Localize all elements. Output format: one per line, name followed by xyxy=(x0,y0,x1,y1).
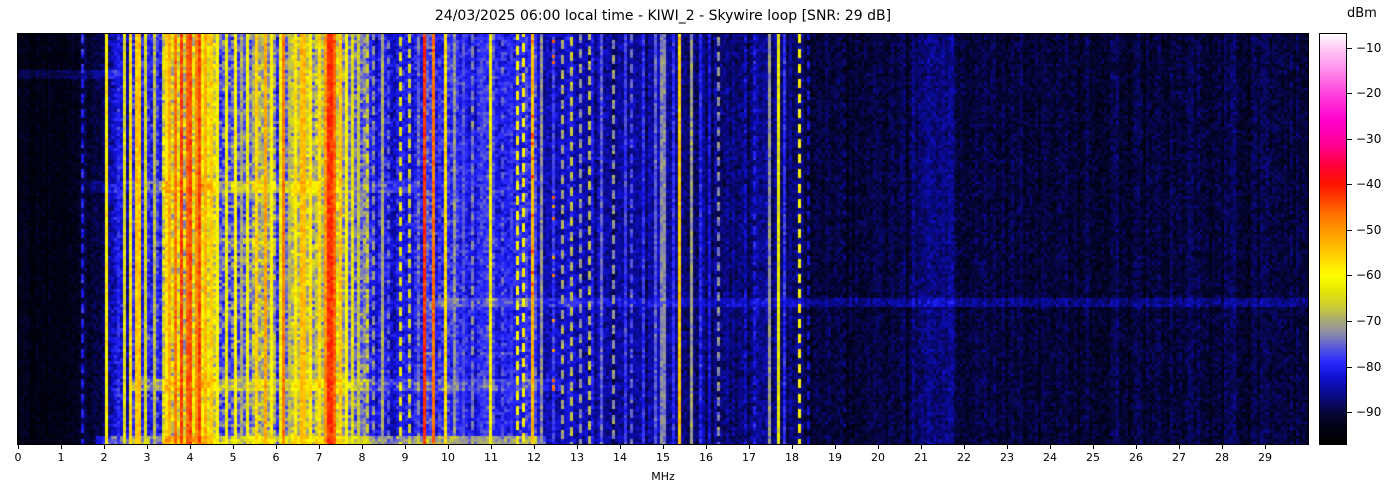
colorbar-tick-label: −10 xyxy=(1356,42,1381,54)
x-tick-label: 4 xyxy=(173,451,207,464)
x-tick-label: 24 xyxy=(1033,451,1067,464)
colorbar-tick-mark xyxy=(1347,48,1352,49)
x-tick-mark xyxy=(792,445,793,449)
colorbar-tick-mark xyxy=(1347,93,1352,94)
x-tick-label: 27 xyxy=(1162,451,1196,464)
colorbar-tick-mark xyxy=(1347,321,1352,322)
x-tick-label: 14 xyxy=(603,451,637,464)
x-tick-label: 15 xyxy=(646,451,680,464)
colorbar-unit-label: dBm xyxy=(1347,6,1377,21)
x-tick-mark xyxy=(1222,445,1223,449)
colorbar-tick-mark xyxy=(1347,367,1352,368)
x-tick-label: 1 xyxy=(44,451,78,464)
x-tick-label: 17 xyxy=(732,451,766,464)
x-tick-label: 6 xyxy=(259,451,293,464)
x-axis-label: MHz xyxy=(18,470,1308,483)
x-tick-mark xyxy=(620,445,621,449)
x-tick-mark xyxy=(276,445,277,449)
x-tick-mark xyxy=(1136,445,1137,449)
colorbar-tick-label: −40 xyxy=(1356,178,1381,190)
x-tick-mark xyxy=(706,445,707,449)
x-tick-label: 20 xyxy=(861,451,895,464)
colorbar-tick-label: −60 xyxy=(1356,269,1381,281)
x-tick-mark xyxy=(147,445,148,449)
x-tick-mark xyxy=(835,445,836,449)
colorbar-tick-mark xyxy=(1347,230,1352,231)
x-tick-mark xyxy=(448,445,449,449)
x-tick-label: 28 xyxy=(1205,451,1239,464)
waterfall-canvas xyxy=(18,34,1308,444)
x-tick-mark xyxy=(1050,445,1051,449)
colorbar-tick-label: −80 xyxy=(1356,361,1381,373)
x-tick-label: 22 xyxy=(947,451,981,464)
x-tick-mark xyxy=(878,445,879,449)
x-tick-mark xyxy=(1007,445,1008,449)
x-tick-label: 12 xyxy=(517,451,551,464)
x-tick-label: 2 xyxy=(87,451,121,464)
x-tick-label: 8 xyxy=(345,451,379,464)
spectrogram-figure: 24/03/2025 06:00 local time - KIWI_2 - S… xyxy=(0,0,1400,500)
colorbar-tick-label: −30 xyxy=(1356,133,1381,145)
colorbar-tick-mark xyxy=(1347,139,1352,140)
x-tick-mark xyxy=(233,445,234,449)
x-tick-mark xyxy=(964,445,965,449)
x-tick-label: 3 xyxy=(130,451,164,464)
x-tick-mark xyxy=(1179,445,1180,449)
colorbar-tick-mark xyxy=(1347,275,1352,276)
x-tick-label: 26 xyxy=(1119,451,1153,464)
x-tick-label: 16 xyxy=(689,451,723,464)
x-tick-label: 0 xyxy=(1,451,35,464)
x-tick-mark xyxy=(319,445,320,449)
x-tick-label: 29 xyxy=(1248,451,1282,464)
x-tick-label: 13 xyxy=(560,451,594,464)
x-tick-label: 9 xyxy=(388,451,422,464)
colorbar-tick-label: −70 xyxy=(1356,315,1381,327)
x-tick-mark xyxy=(104,445,105,449)
x-tick-mark xyxy=(1265,445,1266,449)
x-tick-mark xyxy=(190,445,191,449)
chart-title: 24/03/2025 06:00 local time - KIWI_2 - S… xyxy=(18,8,1308,24)
colorbar-tick-mark xyxy=(1347,184,1352,185)
x-tick-mark xyxy=(61,445,62,449)
x-tick-mark xyxy=(18,445,19,449)
x-tick-label: 10 xyxy=(431,451,465,464)
x-tick-label: 7 xyxy=(302,451,336,464)
x-tick-label: 18 xyxy=(775,451,809,464)
colorbar-tick-label: −20 xyxy=(1356,87,1381,99)
x-tick-label: 19 xyxy=(818,451,852,464)
x-tick-mark xyxy=(921,445,922,449)
x-tick-label: 5 xyxy=(216,451,250,464)
x-tick-mark xyxy=(1093,445,1094,449)
x-tick-mark xyxy=(577,445,578,449)
x-tick-mark xyxy=(362,445,363,449)
x-tick-mark xyxy=(749,445,750,449)
x-tick-mark xyxy=(663,445,664,449)
colorbar-tick-label: −90 xyxy=(1356,406,1381,418)
x-tick-label: 11 xyxy=(474,451,508,464)
x-tick-mark xyxy=(534,445,535,449)
x-tick-label: 23 xyxy=(990,451,1024,464)
x-tick-mark xyxy=(491,445,492,449)
x-tick-label: 25 xyxy=(1076,451,1110,464)
x-tick-mark xyxy=(405,445,406,449)
colorbar xyxy=(1319,33,1347,445)
colorbar-tick-mark xyxy=(1347,412,1352,413)
waterfall-plot-area xyxy=(17,33,1309,445)
colorbar-tick-label: −50 xyxy=(1356,224,1381,236)
x-tick-label: 21 xyxy=(904,451,938,464)
